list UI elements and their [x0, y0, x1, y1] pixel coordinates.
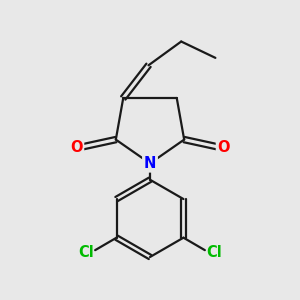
Text: Cl: Cl: [206, 245, 222, 260]
Text: O: O: [70, 140, 83, 154]
Text: Cl: Cl: [78, 245, 94, 260]
Text: N: N: [144, 156, 156, 171]
Text: O: O: [218, 140, 230, 154]
